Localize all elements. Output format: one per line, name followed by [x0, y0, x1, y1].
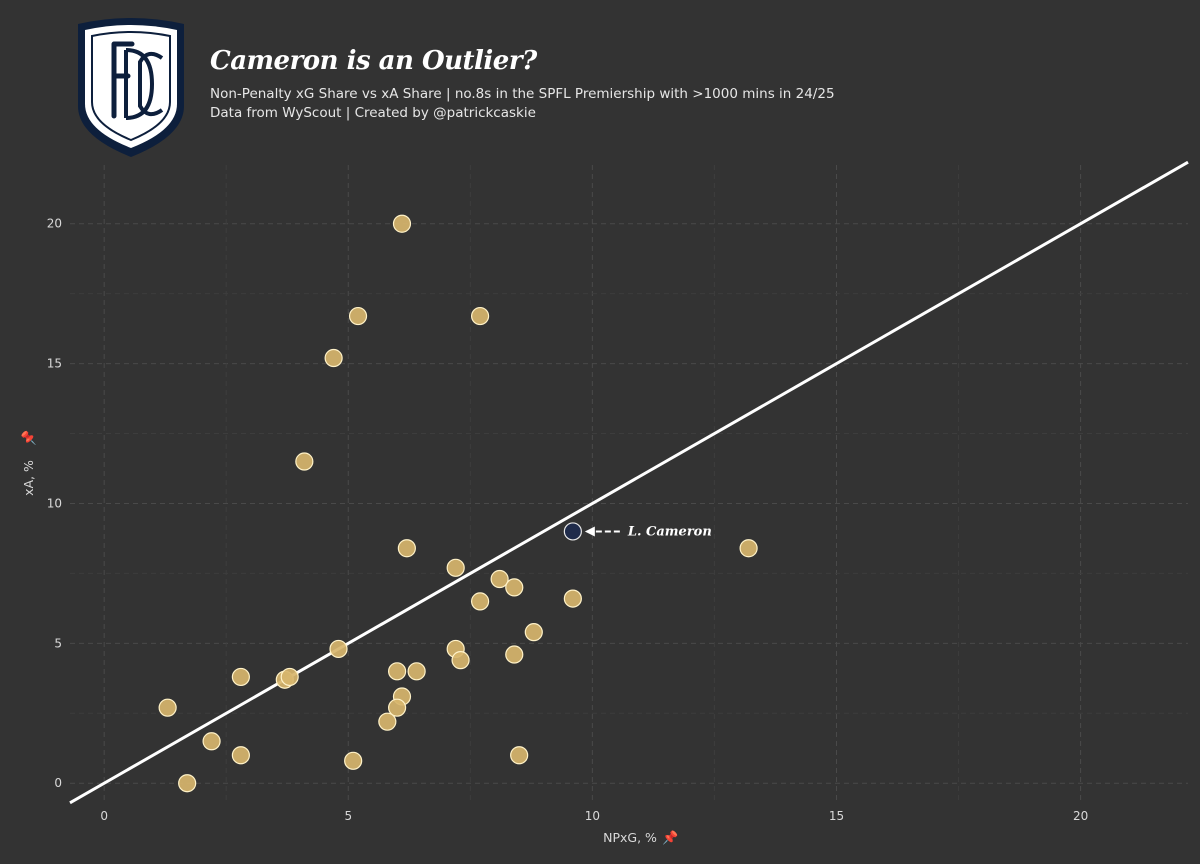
- data-point: [446, 558, 465, 577]
- x-axis-label: NPxG, %: [603, 830, 657, 845]
- x-tick-label: 10: [585, 809, 600, 823]
- x-tick-label: 15: [829, 809, 844, 823]
- data-point: [563, 589, 582, 608]
- y-tick-label: 0: [54, 776, 62, 790]
- annotation-label: L. Cameron: [627, 524, 712, 539]
- highlight-point: [563, 522, 582, 541]
- highlight-group: L. Cameron: [563, 522, 712, 541]
- data-point: [524, 623, 543, 642]
- data-points: [158, 214, 758, 793]
- data-point: [348, 306, 368, 326]
- data-point: [178, 774, 197, 793]
- x-tick-label: 20: [1073, 809, 1088, 823]
- y-tick-label: 20: [47, 217, 62, 231]
- chart-credits: Data from WyScout | Created by @patrickc…: [210, 105, 536, 121]
- x-tick-label: 0: [100, 809, 108, 823]
- data-point: [344, 751, 363, 770]
- data-point: [392, 214, 412, 233]
- y-tick-label: 10: [47, 496, 62, 510]
- data-point: [280, 667, 299, 687]
- y-axis-ticks: 0 5 10 15 20: [47, 217, 62, 790]
- data-point: [329, 639, 348, 659]
- data-point: [490, 569, 509, 589]
- data-point: [202, 732, 221, 751]
- pin-icon: 📌: [662, 829, 678, 846]
- data-point: [739, 539, 758, 558]
- data-point: [388, 662, 407, 681]
- y-tick-label: 5: [54, 636, 62, 650]
- annotation-arrow-head: [584, 526, 595, 537]
- pin-icon: 📌: [20, 430, 37, 446]
- grid: [70, 165, 1188, 800]
- y-axis-label: xA, %: [21, 460, 36, 496]
- data-point: [397, 539, 416, 558]
- data-point: [451, 651, 470, 670]
- x-axis-ticks: 0 5 10 15 20: [100, 809, 1088, 823]
- x-tick-label: 5: [344, 809, 352, 823]
- chart-title: Cameron is an Outlier?: [210, 46, 537, 76]
- data-point: [231, 667, 250, 687]
- data-point: [505, 578, 524, 597]
- y-tick-label: 15: [47, 357, 62, 371]
- chart-subtitle: Non-Penalty xG Share vs xA Share | no.8s…: [210, 86, 835, 102]
- reference-line-group: [69, 160, 1189, 805]
- data-point: [231, 746, 250, 765]
- data-point: [388, 698, 407, 717]
- data-point: [158, 698, 177, 717]
- data-point: [407, 662, 426, 681]
- data-point: [510, 746, 529, 765]
- data-point: [470, 306, 490, 326]
- data-point: [324, 348, 343, 368]
- data-point: [378, 712, 397, 731]
- data-point: [470, 592, 490, 611]
- data-point: [295, 452, 314, 471]
- dundee-fc-crest-logo: [78, 18, 184, 157]
- reference-line: [69, 160, 1189, 805]
- data-point: [505, 645, 524, 664]
